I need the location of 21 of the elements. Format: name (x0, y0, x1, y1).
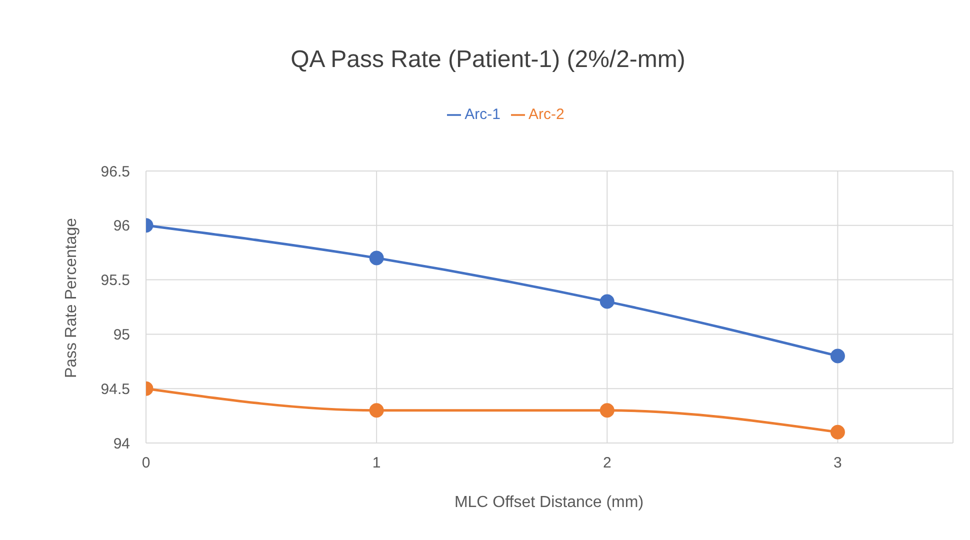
point (830, 348, 845, 364)
y-tick-label: 96.5 (100, 163, 130, 180)
y-tick-label: 95.5 (100, 272, 130, 290)
point (830, 424, 845, 440)
y-tick-label: 95 (113, 326, 130, 344)
x-tick-label: 1 (372, 454, 381, 472)
y-axis-title: Pass Rate Percentage (63, 218, 81, 378)
chart-title: QA Pass Rate (Patient-1) (2%/2-mm) (290, 46, 686, 74)
point (369, 250, 384, 266)
y-tick-label: 94.5 (100, 380, 130, 398)
y-tick-label: 94 (113, 435, 130, 452)
point (600, 403, 614, 418)
x-tick-label: 3 (834, 454, 842, 472)
x-axis-title: MLC Offset Distance (mm) (453, 494, 645, 512)
legend-label: Arc-2 (528, 106, 564, 123)
y-tick-label: 96 (113, 218, 130, 235)
legend-label: Arc-1 (464, 106, 500, 123)
x-tick-label: 0 (142, 454, 150, 472)
point (369, 403, 384, 418)
x-tick-label: 2 (602, 454, 612, 472)
point (600, 294, 614, 309)
